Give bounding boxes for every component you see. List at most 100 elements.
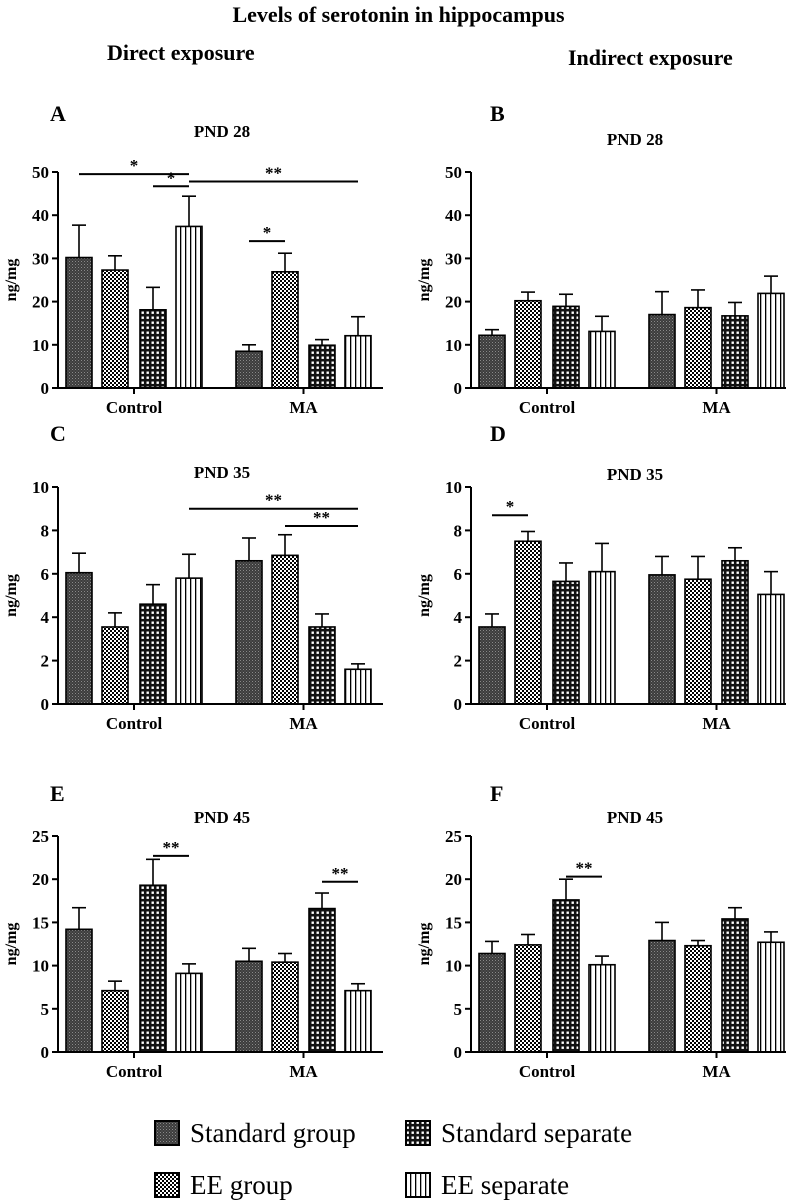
bar-ee-group-control [101,269,129,389]
panel-letter: E [50,781,65,806]
y-tick-label: 50 [445,163,462,182]
y-tick-label: 0 [41,379,50,398]
x-tick-label-control: Control [106,1062,163,1081]
y-tick-label: 20 [445,293,462,312]
bar-standard-group-control [478,334,506,389]
bar-standard-separate-ma [308,344,336,389]
y-axis-label: ng/mg [416,923,433,966]
y-tick-label: 25 [32,827,49,846]
significance-label: ** [332,864,349,883]
panel-E: E PND 45 ng/mg 0 5 10 15 20 25 Control MA ** ** [3,781,383,1081]
y-tick-label: 15 [445,913,462,932]
bar-ee-group-ma [271,270,299,389]
y-tick-label: 5 [41,1000,50,1019]
significance-label: ** [313,508,330,527]
bar-standard-separate-control [552,580,580,705]
bar-standard-group-ma [648,574,676,705]
bar-ee-group-ma [684,944,712,1053]
y-axis-label: ng/mg [3,923,20,966]
legend-label-standard-group: Standard group [190,1117,356,1148]
panel-F: F PND 45 ng/mg 0 5 10 15 20 25 Control MA ** [416,781,786,1081]
x-tick-label-ma: MA [289,714,318,733]
bar-ee-group-ma [271,554,299,705]
y-tick-label: 0 [454,695,463,714]
bar-ee-group-ma [684,578,712,705]
x-tick-label-control: Control [519,714,576,733]
y-axis-label: ng/mg [416,574,433,617]
y-tick-label: 20 [32,870,49,889]
legend-swatch-ee-separate [405,1172,431,1198]
bar-ee-separate-control [175,225,203,389]
panel-title: PND 35 [194,463,250,482]
legend-ee-group: EE group [154,1168,293,1202]
bar-ee-group-control [514,299,542,389]
bar-ee-group-ma [271,961,299,1053]
legend-ee-separate: EE separate [405,1168,569,1202]
bar-standard-separate-control [552,899,580,1053]
y-tick-label: 20 [445,870,462,889]
y-tick-label: 40 [32,206,49,225]
y-tick-label: 8 [41,521,50,540]
y-tick-label: 10 [32,336,49,355]
bar-ee-separate-control [588,570,616,705]
x-tick-label-control: Control [106,398,163,417]
indirect-exposure-heading: Indirect exposure [568,45,733,70]
x-tick-label-ma: MA [702,1062,731,1081]
bar-standard-separate-ma [721,918,749,1053]
legend-label-ee-separate: EE separate [441,1169,570,1200]
bar-ee-separate-ma [344,334,372,389]
bar-ee-separate-ma [344,668,372,705]
bar-ee-separate-control [175,972,203,1053]
bar-standard-separate-control [552,305,580,389]
panel-D: D PND 35 ng/mg 0 2 4 6 8 10 Control MA * [416,421,786,733]
x-tick-label-ma: MA [702,398,731,417]
bar-standard-group-ma [235,559,263,705]
x-tick-label-ma: MA [702,714,731,733]
x-tick-label-control: Control [106,714,163,733]
bar-standard-group-ma [648,939,676,1053]
bar-ee-group-ma [684,306,712,389]
panel-letter: D [490,421,506,446]
bar-standard-separate-ma [308,626,336,705]
bar-standard-separate-ma [721,559,749,705]
bar-standard-group-ma [235,960,263,1053]
panel-letter: F [490,781,503,806]
y-tick-label: 8 [454,521,463,540]
y-tick-label: 30 [445,249,462,268]
panel-title: PND 28 [607,130,663,149]
direct-exposure-heading: Direct exposure [107,40,255,65]
significance-label: ** [265,164,282,183]
significance-label: * [130,156,139,175]
y-tick-label: 0 [41,1043,50,1062]
y-tick-label: 25 [445,827,462,846]
bar-ee-separate-ma [757,292,785,389]
bar-standard-group-control [65,256,93,389]
bar-standard-group-control [65,571,93,705]
bar-ee-separate-ma [344,989,372,1053]
legend-standard-separate: Standard separate [405,1116,632,1150]
panel-title: PND 28 [194,122,250,141]
y-tick-label: 10 [32,478,49,497]
y-tick-label: 15 [32,913,49,932]
legend-label-standard-separate: Standard separate [441,1117,633,1148]
legend-swatch-ee-group [154,1172,180,1198]
significance-label: ** [576,859,593,878]
y-tick-label: 6 [41,565,50,584]
bar-standard-separate-control [139,884,167,1053]
y-axis-label: ng/mg [3,574,20,617]
legend-swatch-standard-separate [405,1120,431,1146]
significance-label: * [167,168,176,187]
y-tick-label: 4 [454,608,463,627]
bar-ee-group-control [514,944,542,1053]
bar-standard-group-control [65,928,93,1053]
y-tick-label: 10 [445,478,462,497]
x-tick-label-control: Control [519,1062,576,1081]
bar-ee-group-control [101,626,129,705]
bar-standard-group-control [478,952,506,1053]
figure-title: Levels of serotonin in hippocampus [232,2,565,27]
panel-title: PND 45 [194,808,250,827]
bar-ee-separate-ma [757,593,785,705]
bar-ee-separate-ma [757,941,785,1053]
